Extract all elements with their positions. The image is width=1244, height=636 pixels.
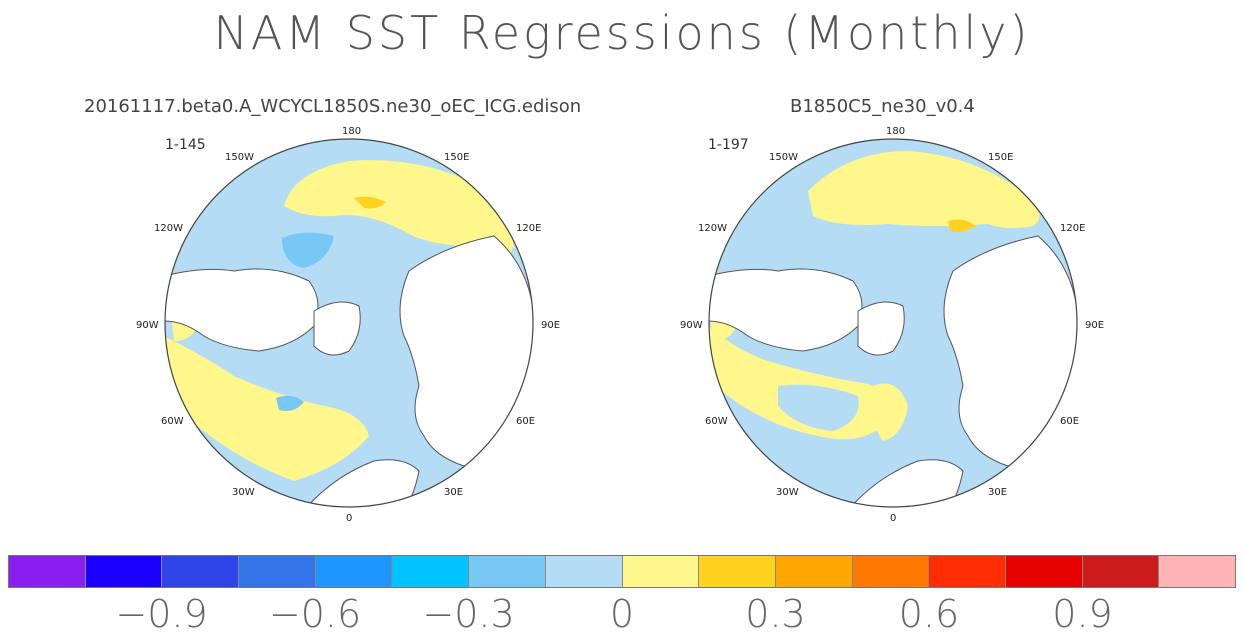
colorbar-swatch bbox=[1158, 556, 1235, 587]
eurasia-landmass bbox=[943, 235, 1077, 467]
colorbar bbox=[8, 555, 1236, 588]
left-lon-180: 180 bbox=[342, 126, 362, 137]
north-pacific-positive-region bbox=[284, 160, 514, 256]
right-lon-0: 0 bbox=[890, 513, 897, 524]
right-panel-years: 1-197 bbox=[708, 137, 749, 153]
europe-positive-region bbox=[871, 383, 908, 441]
left-lon-90e: 90E bbox=[541, 320, 561, 331]
north-pacific-negative-spot bbox=[282, 232, 334, 268]
colorbar-tick-label: 0.3 bbox=[745, 592, 806, 636]
left-panel-years: 1-145 bbox=[165, 137, 206, 153]
map-boundary-circle bbox=[164, 138, 534, 508]
right-lon-90e: 90E bbox=[1085, 320, 1105, 331]
colorbar-swatch bbox=[1004, 556, 1082, 587]
colorbar-swatch bbox=[621, 556, 699, 587]
right-lon-60e: 60E bbox=[1060, 416, 1080, 427]
right-lon-120w: 120W bbox=[698, 223, 727, 234]
left-lon-150w: 150W bbox=[225, 152, 254, 163]
left-lon-30w: 30W bbox=[232, 487, 255, 498]
colorbar-tick-label: −0.6 bbox=[268, 592, 362, 636]
colorbar-swatch bbox=[774, 556, 852, 587]
right-panel-title: B1850C5_ne30_v0.4 bbox=[790, 96, 975, 117]
colorbar-swatch bbox=[544, 556, 622, 587]
right-lon-90w: 90W bbox=[680, 320, 703, 331]
figure-title: NAM SST Regressions (Monthly) bbox=[213, 6, 1031, 60]
colorbar-swatch bbox=[851, 556, 929, 587]
colorbar-tick-label: −0.9 bbox=[115, 592, 208, 636]
left-lon-90w: 90W bbox=[136, 320, 159, 331]
right-polar-map bbox=[708, 138, 1078, 508]
left-lon-30e: 30E bbox=[444, 487, 464, 498]
left-lon-0: 0 bbox=[346, 513, 353, 524]
colorbar-tick-label: 0.9 bbox=[1052, 592, 1113, 636]
left-polar-map bbox=[164, 138, 534, 508]
greenland-landmass bbox=[857, 301, 905, 356]
left-lon-120e: 120E bbox=[516, 223, 542, 234]
colorbar-tick-label: −0.3 bbox=[422, 592, 515, 636]
right-lon-180: 180 bbox=[886, 126, 906, 137]
right-lon-150e: 150E bbox=[988, 152, 1014, 163]
colorbar-tick-label: 0 bbox=[609, 592, 635, 636]
colorbar-tick-label: 0.6 bbox=[898, 592, 960, 636]
right-lon-120e: 120E bbox=[1060, 223, 1086, 234]
right-lon-60w: 60W bbox=[705, 416, 728, 427]
north-atlantic-negative-region bbox=[778, 384, 859, 431]
colorbar-swatch bbox=[9, 556, 85, 587]
north-pacific-positive-spot bbox=[948, 219, 976, 232]
colorbar-swatch bbox=[84, 556, 162, 587]
right-lon-30e: 30E bbox=[988, 487, 1008, 498]
north-pacific-positive-spot bbox=[354, 196, 386, 209]
map-boundary-circle bbox=[708, 138, 1078, 508]
left-panel-title: 20161117.beta0.A_WCYCL1850S.ne30_oEC_ICG… bbox=[84, 96, 582, 117]
colorbar-swatch bbox=[928, 556, 1005, 587]
north-atlantic-positive-region bbox=[165, 336, 369, 481]
right-lon-150w: 150W bbox=[769, 152, 798, 163]
colorbar-swatch bbox=[238, 556, 315, 587]
left-lon-150e: 150E bbox=[444, 152, 470, 163]
eurasia-landmass bbox=[399, 235, 533, 467]
north-pacific-positive-region bbox=[808, 151, 1040, 229]
colorbar-swatch bbox=[161, 556, 239, 587]
left-lon-120w: 120W bbox=[154, 223, 183, 234]
colorbar-swatch bbox=[314, 556, 392, 587]
colorbar-swatch bbox=[698, 556, 775, 587]
left-lon-60e: 60E bbox=[516, 416, 536, 427]
greenland-landmass bbox=[313, 301, 361, 356]
colorbar-swatch bbox=[1081, 556, 1159, 587]
colorbar-swatch bbox=[468, 556, 545, 587]
colorbar-swatch bbox=[391, 556, 469, 587]
north-atlantic-negative-spot bbox=[276, 395, 304, 411]
right-lon-30w: 30W bbox=[776, 487, 799, 498]
left-lon-60w: 60W bbox=[161, 416, 184, 427]
